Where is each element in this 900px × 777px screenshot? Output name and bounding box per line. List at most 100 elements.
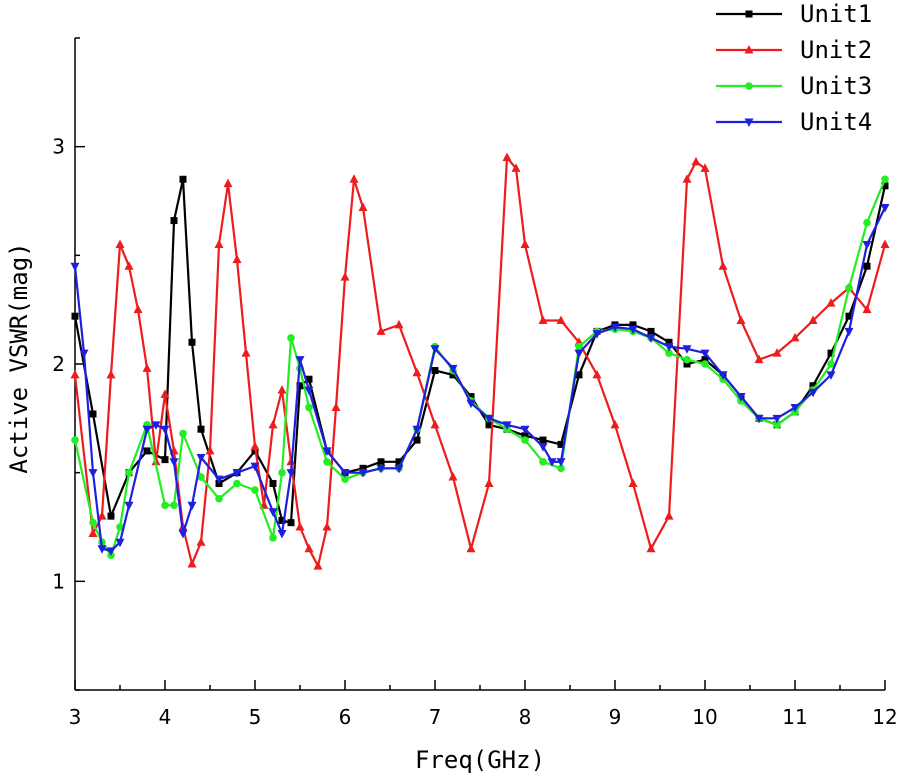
legend-marker — [744, 45, 754, 54]
data-point — [358, 202, 368, 212]
data-point — [592, 330, 602, 339]
data-point — [809, 382, 817, 390]
data-point — [277, 385, 287, 394]
data-point — [557, 464, 565, 473]
data-point — [250, 462, 260, 472]
x-tick-label: 11 — [782, 705, 807, 729]
data-point — [575, 342, 583, 351]
x-axis-title: Freq(GHz) — [415, 746, 545, 774]
data-point — [160, 389, 170, 398]
data-point — [394, 319, 404, 329]
chart-axes — [74, 38, 885, 691]
data-point — [187, 558, 197, 568]
data-point — [79, 349, 89, 359]
data-point — [331, 402, 341, 411]
data-point — [862, 304, 872, 314]
data-point — [296, 382, 304, 390]
data-point — [232, 254, 242, 264]
data-point — [313, 561, 323, 570]
data-point — [772, 414, 782, 424]
data-point — [169, 458, 179, 467]
data-point — [412, 425, 422, 435]
data-point — [151, 421, 161, 430]
data-point — [178, 530, 188, 539]
data-point — [665, 349, 673, 357]
data-point — [539, 436, 547, 444]
data-point — [863, 262, 871, 270]
data-point — [89, 410, 97, 418]
data-point — [845, 284, 853, 292]
legend-marker — [744, 118, 754, 127]
data-point — [278, 516, 286, 524]
data-point — [484, 414, 494, 424]
chart-series-layer — [70, 152, 890, 570]
data-point — [790, 332, 800, 342]
data-point — [790, 403, 800, 413]
data-point — [412, 367, 422, 377]
legend-label: Unit4 — [800, 108, 872, 136]
data-point — [574, 349, 584, 359]
data-point — [232, 469, 242, 478]
data-point — [286, 469, 296, 478]
data-point — [556, 315, 566, 325]
data-point — [484, 478, 494, 488]
data-point — [88, 528, 98, 538]
data-point — [197, 425, 205, 433]
data-point — [340, 469, 350, 478]
data-point — [143, 447, 151, 455]
data-point — [70, 369, 80, 379]
data-point — [179, 429, 187, 438]
legend-entry-unit3: Unit3 — [716, 72, 872, 100]
data-point — [269, 480, 277, 488]
data-point — [251, 486, 259, 494]
data-point — [269, 534, 277, 542]
data-point — [125, 468, 133, 477]
data-point — [826, 298, 836, 307]
data-point — [647, 327, 655, 335]
data-point — [808, 315, 818, 325]
data-point — [88, 469, 98, 478]
x-tick-label: 5 — [249, 705, 262, 729]
x-tick-label: 8 — [519, 705, 532, 729]
data-point — [323, 458, 331, 466]
series-unit1 — [71, 175, 889, 527]
data-point — [520, 239, 530, 248]
data-point — [629, 321, 637, 329]
chart-legend: Unit1 Unit2 Unit3 Unit4 — [716, 0, 872, 136]
x-tick-label: 10 — [692, 705, 717, 729]
data-point — [170, 501, 178, 510]
y-tick-label: 1 — [52, 569, 65, 593]
data-point — [646, 543, 656, 553]
data-point — [862, 240, 872, 250]
legend-label: Unit1 — [800, 0, 872, 28]
legend-entry-unit4: Unit4 — [716, 108, 872, 136]
legend-entry-unit2: Unit2 — [716, 36, 872, 64]
x-tick-label: 9 — [609, 705, 622, 729]
legend-entry-unit1: Unit1 — [716, 0, 872, 28]
data-point — [322, 522, 332, 531]
data-point — [268, 508, 278, 517]
data-point — [71, 312, 79, 320]
data-point — [521, 432, 529, 440]
y-tick-label: 3 — [52, 135, 65, 159]
data-point — [556, 458, 566, 467]
data-point — [142, 363, 152, 372]
data-point — [161, 501, 169, 510]
data-point — [322, 447, 332, 456]
data-point — [278, 468, 286, 477]
legend-label: Unit2 — [800, 36, 872, 64]
data-point — [557, 440, 565, 448]
data-point — [394, 464, 404, 474]
y-axis-title: Active VSWR(mag) — [5, 242, 33, 473]
y-tick-label: 2 — [52, 352, 65, 376]
data-point — [170, 217, 178, 225]
data-point — [826, 371, 836, 380]
data-point — [736, 393, 746, 402]
data-point — [106, 369, 116, 379]
data-point — [664, 343, 674, 352]
data-point — [142, 425, 152, 435]
data-point — [377, 458, 385, 466]
legend-marker — [745, 82, 753, 90]
data-point — [376, 464, 386, 474]
